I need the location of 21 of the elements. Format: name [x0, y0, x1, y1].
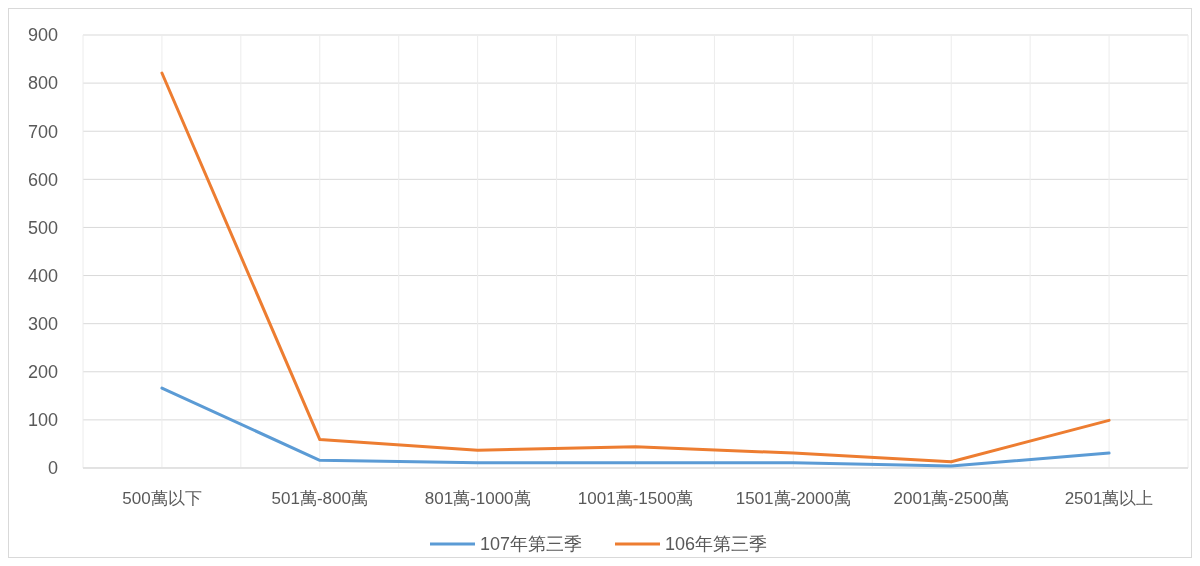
y-tick-label: 500 — [27, 217, 58, 238]
y-tick-label: 700 — [27, 121, 58, 142]
y-tick-label: 900 — [27, 25, 58, 46]
y-tick-label: 600 — [27, 169, 58, 190]
line-series — [160, 386, 1111, 468]
y-tick-label: 800 — [27, 73, 58, 94]
legend-label: 107年第三季 — [480, 534, 583, 555]
legend-label: 106年第三季 — [665, 534, 768, 555]
line-series — [160, 71, 1111, 464]
x-tick-label: 500萬以下 — [122, 489, 202, 508]
x-tick-label: 1501萬-2000萬 — [735, 489, 852, 508]
y-tick-label: 300 — [27, 313, 58, 334]
x-tick-label: 2501萬以上 — [1064, 489, 1154, 508]
y-tick-label: 400 — [27, 265, 58, 286]
y-tick-label: 100 — [27, 410, 58, 431]
x-tick-label: 801萬-1000萬 — [424, 489, 531, 508]
x-tick-label: 2001萬-2500萬 — [893, 489, 1009, 508]
x-tick-label: 501萬-800萬 — [271, 489, 368, 508]
y-tick-label: 0 — [47, 458, 58, 479]
x-tick-label: 1001萬-1500萬 — [577, 489, 694, 508]
y-tick-label: 200 — [27, 362, 58, 383]
